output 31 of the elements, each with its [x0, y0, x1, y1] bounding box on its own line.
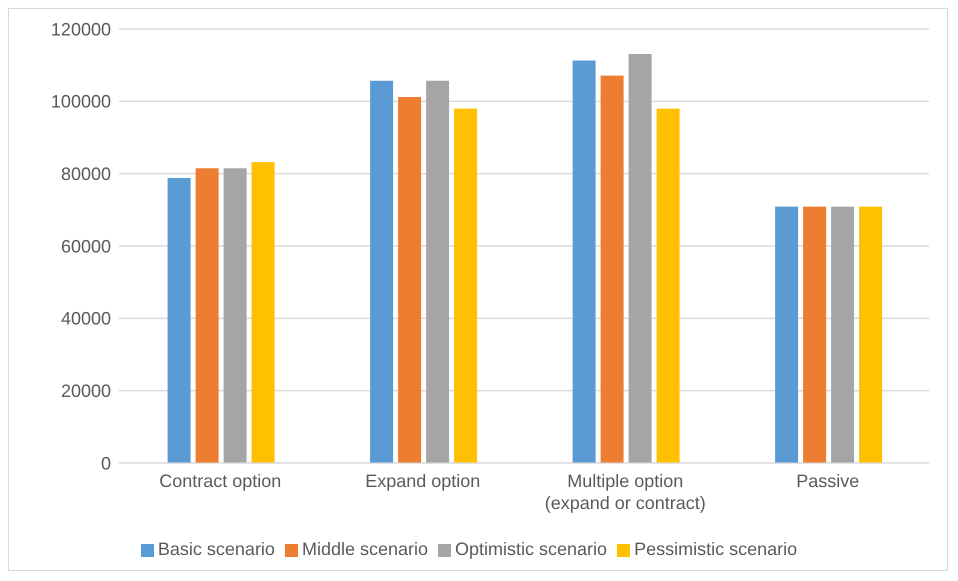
legend-label: Optimistic scenario: [455, 539, 608, 559]
bar: [196, 168, 219, 463]
bar: [831, 206, 854, 463]
x-tick-label: Passive: [796, 471, 860, 491]
bar: [859, 206, 882, 463]
x-tick-label: Multiple option (expand or contract): [544, 471, 706, 513]
y-tick-label: 80000: [60, 164, 111, 184]
y-tick-label: 0: [100, 453, 111, 474]
bar: [252, 162, 275, 463]
bar: [398, 96, 422, 463]
legend-label: Middle scenario: [302, 539, 428, 559]
y-tick-label: 60000: [60, 236, 111, 256]
bar: [628, 54, 652, 463]
y-tick-label: 120000: [50, 19, 111, 40]
bar: [426, 80, 450, 463]
bar: [224, 168, 247, 463]
legend-label: Basic scenario: [158, 539, 275, 559]
y-tick-label: 40000: [60, 308, 111, 329]
bar: [168, 178, 191, 463]
x-tick-label: Expand option: [365, 471, 480, 491]
bar: [600, 76, 624, 463]
bar: [370, 80, 394, 463]
bar: [454, 108, 478, 463]
x-tick-label: Contract option: [159, 471, 282, 491]
y-tick-label: 100000: [50, 92, 111, 112]
bar: [656, 108, 680, 463]
y-tick-label: 20000: [60, 381, 111, 402]
bar: [803, 206, 826, 463]
legend-label: Pessimistic scenario: [634, 539, 798, 559]
bar: [775, 206, 798, 463]
bar: [572, 60, 596, 463]
